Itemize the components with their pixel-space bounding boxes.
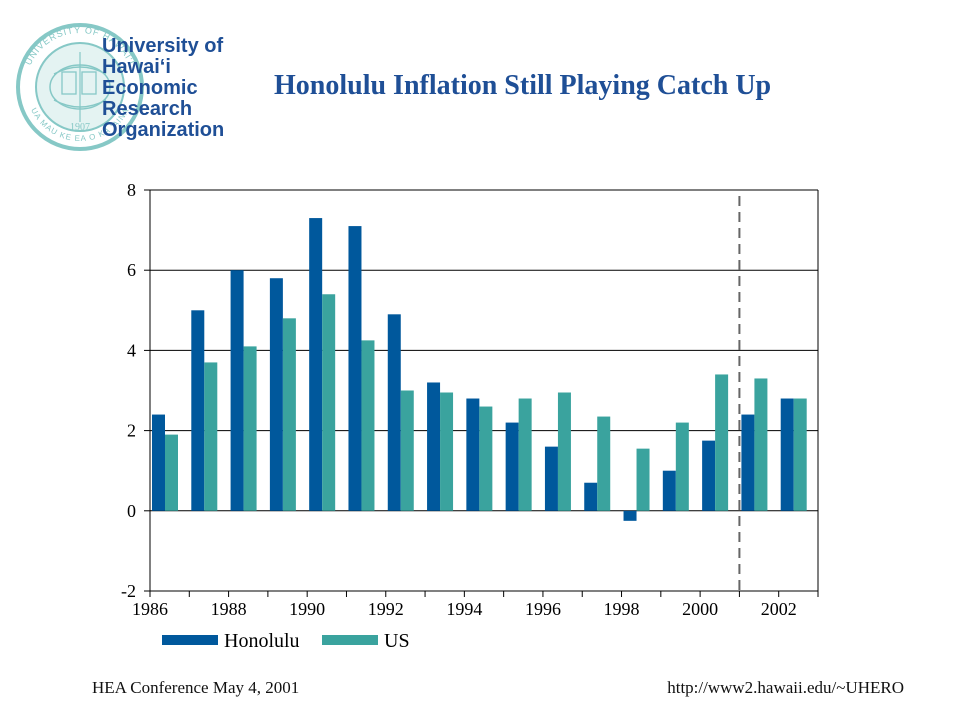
us-bar-1993 [440,392,454,511]
honolulu-bar-1986 [152,414,165,511]
honolulu-bar-1991 [348,226,362,511]
us-bar-1987 [204,362,218,511]
y-tick-label: 8 [127,180,136,200]
honolulu-bar-1998 [623,510,637,521]
y-tick-label: 0 [127,501,136,521]
honolulu-bar-1997 [584,482,598,511]
us-bar-2001 [754,378,768,511]
honolulu-bar-1994 [466,398,480,511]
x-tick-label-2002: 2002 [761,599,797,619]
us-bar-1998 [636,448,650,511]
us-bar-2002 [793,398,807,511]
logo-line-5: Organization [102,119,225,141]
legend-swatch-us [322,635,378,645]
legend-swatch-honolulu [162,635,218,645]
chart-title: Honolulu Inflation Still Playing Catch U… [274,70,772,101]
honolulu-bar-2002 [780,398,794,511]
logo-wordmark: University of Hawai‘i Economic Research … [102,36,224,141]
us-bar-2000 [715,374,729,511]
us-bar-1991 [361,340,375,511]
bars-layer [152,218,807,521]
x-tick-label-1988: 1988 [211,599,247,619]
honolulu-bar-1992 [387,314,401,511]
footer-conference: HEA Conference May 4, 2001 [92,678,300,697]
honolulu-bar-2001 [741,414,755,511]
logo-line-3: Economic [102,77,198,99]
x-tick-label-1986: 1986 [132,599,168,619]
honolulu-bar-1993 [427,382,441,511]
x-tick-label-1992: 1992 [368,599,404,619]
uhero-logo: 1907 UNIVERSITY OF HAWAI‘I UA MAU KE EA … [10,12,250,162]
us-bar-1989 [282,318,296,511]
honolulu-bar-1989 [269,278,283,511]
uh-seal-icon: 1907 UNIVERSITY OF HAWAI‘I UA MAU KE EA … [16,23,144,151]
x-tick-label-2000: 2000 [682,599,718,619]
honolulu-bar-1987 [191,310,205,511]
y-tick-label: 4 [127,340,136,360]
x-tick-label-1994: 1994 [446,599,482,619]
logo-line-2: Hawai‘i [102,56,171,78]
x-tick-label-1998: 1998 [604,599,640,619]
honolulu-bar-1990 [309,218,323,511]
axes-layer: -2 0 2 4 6 8 1986 1988 1990 1992 1994 1996 1998 2000 2… [121,180,819,619]
us-bar-1992 [400,390,414,511]
honolulu-bar-1996 [544,446,558,511]
us-bar-1999 [675,422,689,511]
logo-line-4: Research [102,98,193,120]
y-tick-label: 2 [127,421,136,441]
us-bar-1986 [165,434,178,511]
us-bar-1990 [322,294,336,511]
honolulu-bar-1999 [662,470,676,511]
legend: Honolulu US [162,630,410,652]
y-tick-label: -2 [121,581,136,601]
honolulu-bar-1995 [505,422,519,511]
legend-label-honolulu: Honolulu [224,630,300,652]
x-tick-label-1990: 1990 [289,599,325,619]
us-bar-1994 [479,406,493,511]
legend-label-us: US [384,630,410,652]
x-tick-label-1996: 1996 [525,599,561,619]
honolulu-bar-2000 [702,440,716,511]
us-bar-1997 [597,416,611,511]
seal-year: 1907 [70,122,90,133]
us-bar-1995 [518,398,532,511]
logo-line-1: University of [102,35,224,57]
us-bar-1988 [243,346,257,511]
honolulu-bar-1988 [230,270,244,511]
us-bar-1996 [557,392,571,511]
y-tick-label: 6 [127,260,136,280]
footer-url: http://www2.hawaii.edu/~UHERO [667,678,904,697]
